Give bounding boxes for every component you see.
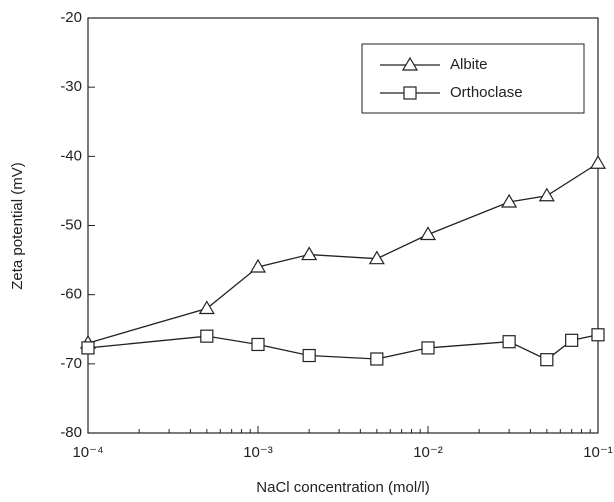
- data-point: [251, 337, 265, 352]
- data-point: [81, 341, 95, 355]
- x-tick-label: 10⁻³: [243, 444, 273, 461]
- y-tick-label: -20: [60, 9, 82, 26]
- y-axis-label: Zeta potential (mV): [9, 162, 26, 290]
- y-tick-label: -80: [60, 424, 82, 441]
- data-point: [198, 300, 215, 315]
- x-tick-label: 10⁻⁴: [72, 444, 103, 461]
- data-point: [249, 258, 267, 273]
- data-point: [538, 187, 555, 202]
- legend-box: [361, 43, 585, 114]
- legend-label: Orthoclase: [450, 84, 523, 101]
- data-point: [200, 329, 214, 343]
- data-point: [589, 155, 607, 169]
- data-point: [421, 341, 435, 355]
- data-point: [419, 226, 437, 241]
- legend-label: Albite: [450, 56, 488, 73]
- x-tick-label: 10⁻¹: [583, 444, 613, 461]
- series-line: [87, 162, 599, 344]
- y-tick-label: -60: [60, 286, 82, 303]
- data-point: [370, 352, 384, 366]
- legend-marker: [403, 86, 417, 100]
- x-tick-label: 10⁻²: [413, 444, 443, 461]
- data-point: [565, 333, 579, 347]
- y-tick-label: -30: [60, 78, 82, 95]
- y-tick-label: -70: [60, 355, 82, 372]
- series-line: [87, 334, 599, 361]
- data-point: [501, 193, 518, 208]
- data-point: [302, 348, 316, 363]
- x-axis-label: NaCl concentration (mol/l): [256, 479, 429, 496]
- data-point: [591, 328, 605, 342]
- data-point: [502, 335, 516, 349]
- legend-marker: [401, 56, 419, 71]
- data-point: [368, 250, 385, 265]
- data-point: [540, 353, 554, 367]
- data-point: [301, 246, 318, 261]
- y-tick-label: -50: [60, 216, 82, 233]
- y-tick-label: -40: [60, 147, 82, 164]
